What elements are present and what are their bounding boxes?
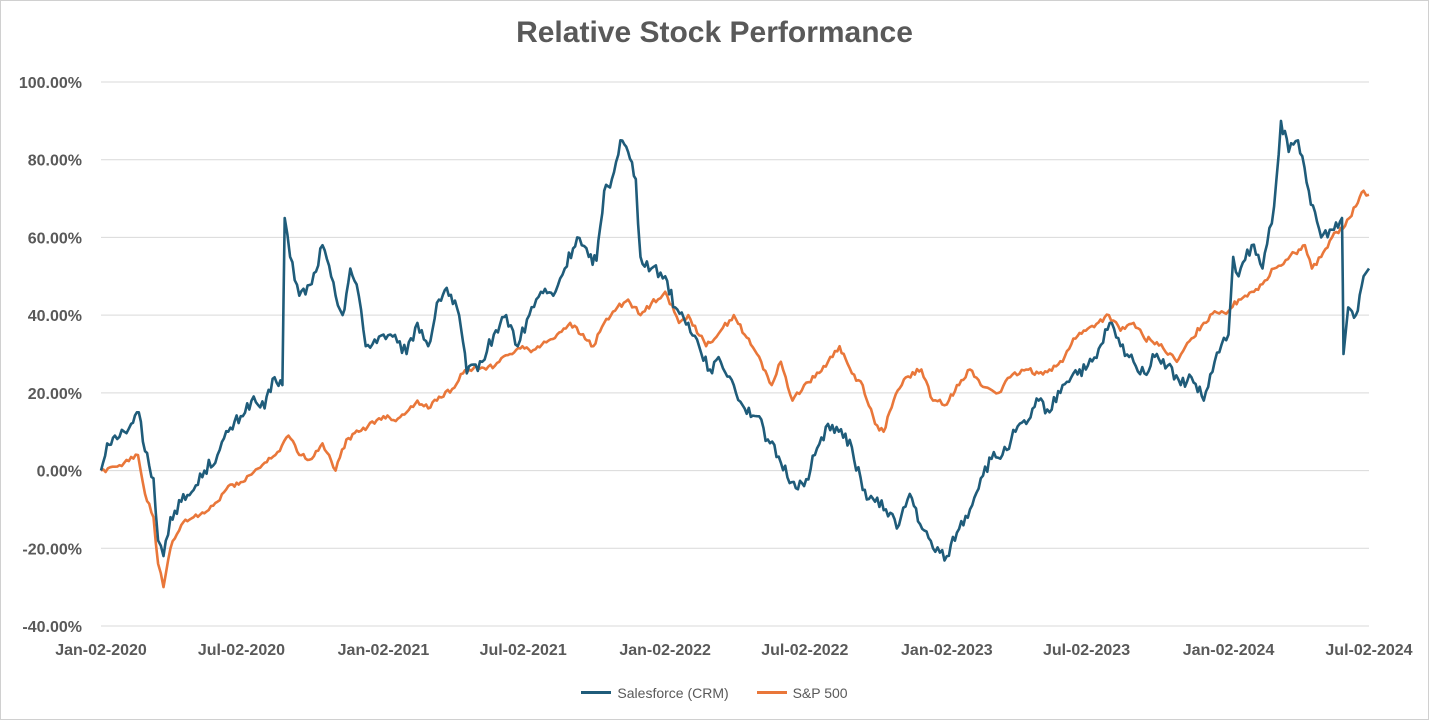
chart-title: Relative Stock Performance (516, 16, 913, 49)
x-tick-label: Jan-02-2023 (901, 642, 993, 659)
x-tick-label: Jan-02-2020 (55, 642, 147, 659)
y-tick-label: 40.00% (28, 308, 82, 325)
x-tick-label: Jan-02-2021 (338, 642, 430, 659)
y-tick-label: -40.00% (22, 619, 82, 636)
y-tick-label: -20.00% (22, 541, 82, 558)
y-tick-label: 60.00% (28, 230, 82, 247)
x-tick-label: Jul-02-2021 (480, 642, 567, 659)
legend-swatch-crm (581, 691, 612, 694)
series-line-crm (99, 119, 1371, 562)
legend: Salesforce (CRM) S&P 500 (0, 681, 1429, 701)
y-tick-label: 80.00% (28, 153, 82, 170)
x-tick-label: Jul-02-2024 (1325, 642, 1412, 659)
legend-item-sp500: S&P 500 (756, 684, 848, 701)
x-tick-label: Jul-02-2020 (198, 642, 285, 659)
legend-item-crm: Salesforce (CRM) (581, 684, 729, 701)
x-tick-label: Jul-02-2023 (1043, 642, 1130, 659)
legend-label-crm: Salesforce (CRM) (617, 684, 729, 701)
y-tick-label: 20.00% (28, 386, 82, 403)
legend-swatch-sp500 (756, 691, 787, 694)
x-tick-label: Jan-02-2024 (1183, 642, 1275, 659)
legend-label-sp500: S&P 500 (792, 684, 848, 701)
y-tick-label: 100.00% (19, 75, 82, 92)
x-tick-label: Jul-02-2022 (761, 642, 848, 659)
y-tick-label: 0.00% (37, 464, 82, 481)
series-line-sp500 (100, 189, 1370, 589)
x-tick-label: Jan-02-2022 (619, 642, 711, 659)
